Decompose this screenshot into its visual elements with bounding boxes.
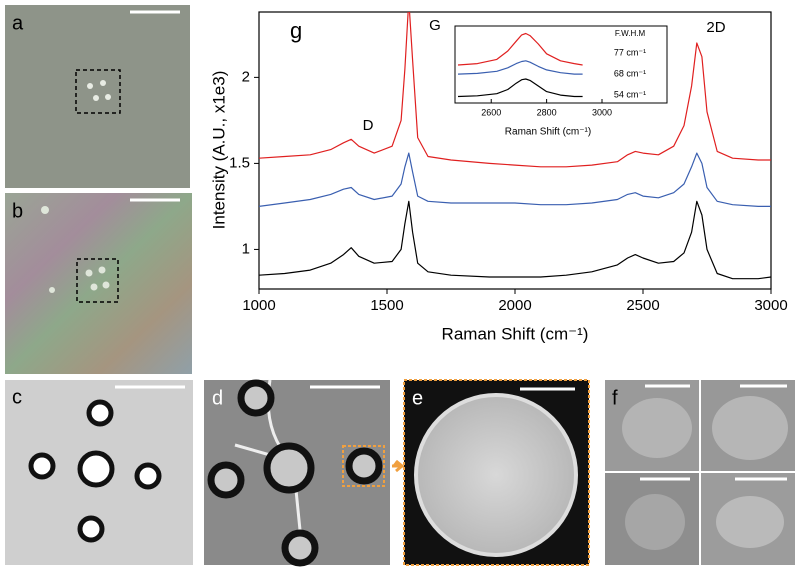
dots <box>41 206 110 293</box>
holes <box>207 379 383 567</box>
y-tick-label: 2 <box>242 68 250 85</box>
x-axis-label: Raman Shift (cm⁻¹) <box>442 324 589 343</box>
annotation: D <box>363 117 374 134</box>
y-tick-label: 1 <box>242 240 250 257</box>
inset-x-axis-label: Raman Shift (cm⁻¹) <box>505 127 591 138</box>
fwhm-label: 68 cm⁻¹ <box>614 68 646 78</box>
x-tick-label: 1000 <box>242 297 275 314</box>
holes <box>28 399 162 543</box>
annotation: 2D <box>706 19 725 36</box>
panel-label: b <box>12 200 23 222</box>
series-line <box>259 152 771 207</box>
series-line <box>259 200 771 280</box>
fwhm-label: 54 cm⁻¹ <box>614 89 646 99</box>
y-tick-label: 1.5 <box>229 154 250 171</box>
x-tick-label: 3000 <box>754 297 787 314</box>
x-tick-label: 1500 <box>370 297 403 314</box>
dots <box>87 80 111 101</box>
hole-zoom <box>414 393 578 557</box>
series-line <box>259 12 771 168</box>
panel-label: a <box>12 12 24 34</box>
dashed-box <box>75 69 121 114</box>
annotation: G <box>429 17 441 34</box>
y-axis-label: Intensity (A.U., x1e3) <box>209 71 228 230</box>
series-line <box>457 60 583 75</box>
series-line <box>457 78 583 98</box>
panel-label: c <box>12 386 22 408</box>
fwhm-label: 77 cm⁻¹ <box>614 47 646 57</box>
x-tick-label: 2800 <box>537 107 557 117</box>
x-tick-label: 3000 <box>592 107 612 117</box>
x-tick-label: 2000 <box>498 297 531 314</box>
inset-frame <box>454 25 668 104</box>
panel-label: d <box>212 387 223 409</box>
inset-title: F.W.H.M <box>615 29 646 38</box>
panel-f-image <box>605 380 795 565</box>
x-tick-label: 2500 <box>626 297 659 314</box>
zoom-box <box>342 445 385 487</box>
panel-label: f <box>612 387 618 409</box>
series-line <box>457 32 583 66</box>
panel-label: g <box>290 18 302 43</box>
scale-bars <box>640 384 787 481</box>
arrow <box>392 459 407 473</box>
panel-b-image <box>5 193 192 374</box>
x-tick-label: 2600 <box>481 107 501 117</box>
panel-label: e <box>412 387 423 409</box>
